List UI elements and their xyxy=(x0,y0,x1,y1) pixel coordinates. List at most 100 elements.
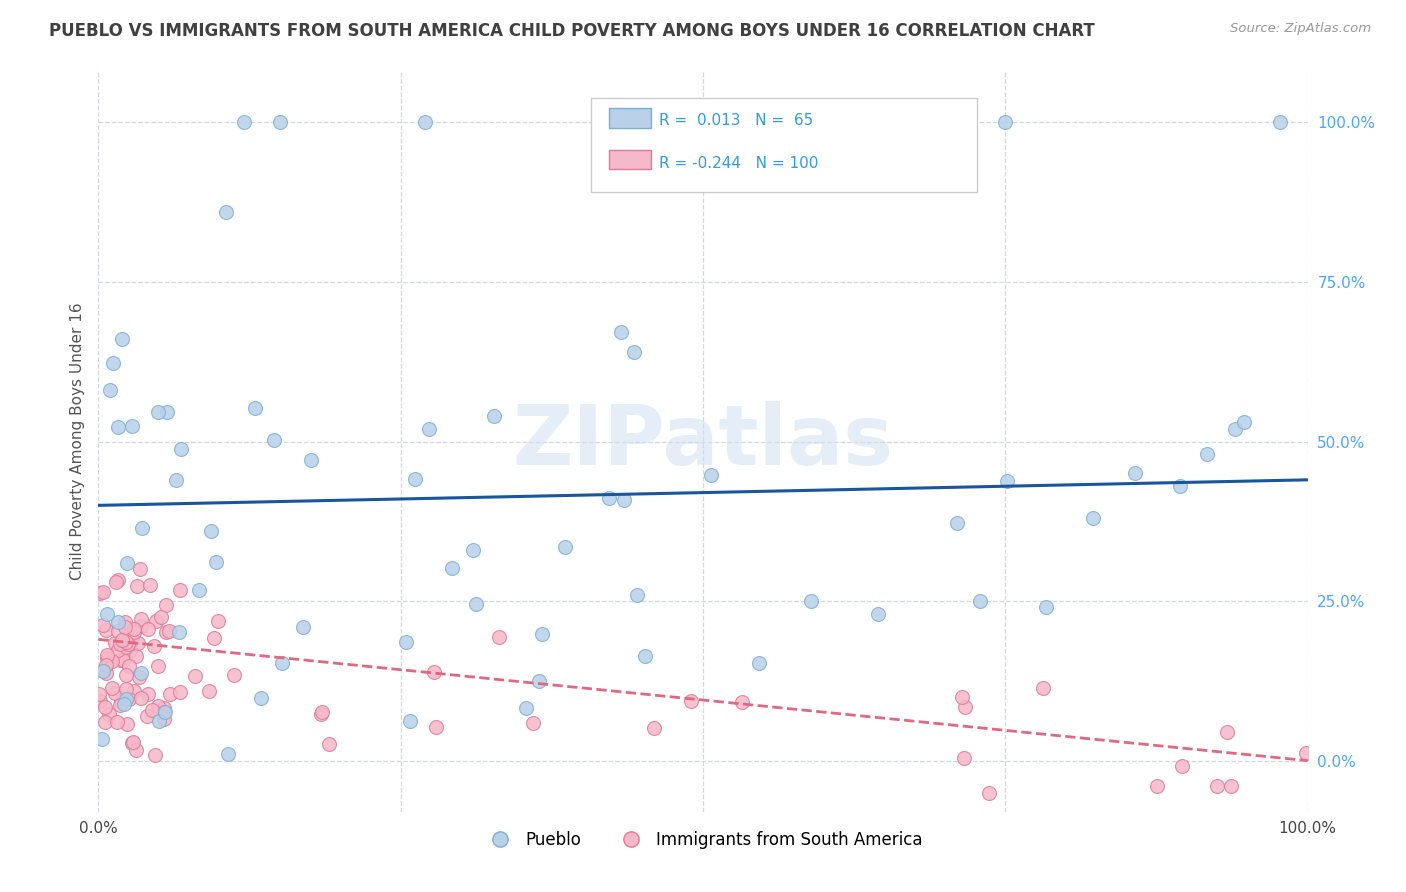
Point xyxy=(146,698,169,713)
Point xyxy=(93,664,115,678)
Point xyxy=(145,614,167,628)
Point xyxy=(311,705,333,719)
Point xyxy=(232,115,254,129)
Point xyxy=(224,667,246,681)
Point xyxy=(107,573,129,587)
Point xyxy=(143,747,166,762)
Point xyxy=(115,640,138,655)
Point xyxy=(404,472,426,486)
Point xyxy=(994,115,1017,129)
Point xyxy=(155,705,177,719)
Point xyxy=(157,624,180,638)
Point xyxy=(146,659,169,673)
Point xyxy=(423,665,446,679)
Point xyxy=(977,786,1000,800)
Point xyxy=(115,681,138,696)
Point xyxy=(129,665,152,680)
Point xyxy=(169,583,191,598)
Point xyxy=(100,654,122,668)
Point xyxy=(148,714,170,729)
Point xyxy=(309,706,332,721)
Point xyxy=(118,659,141,673)
Point xyxy=(613,493,636,508)
Point xyxy=(121,633,143,648)
Point xyxy=(104,574,127,589)
Point xyxy=(138,687,160,701)
Point xyxy=(110,637,132,651)
Point xyxy=(1295,746,1317,760)
Point xyxy=(115,634,138,648)
Point xyxy=(111,653,134,667)
Point xyxy=(752,115,775,129)
Point xyxy=(1035,600,1057,615)
Point xyxy=(110,694,132,708)
Point xyxy=(271,656,294,670)
Point xyxy=(104,686,127,700)
Point xyxy=(93,715,115,730)
Point xyxy=(115,556,138,570)
Point xyxy=(122,625,145,640)
Point xyxy=(128,562,150,576)
Point xyxy=(1197,447,1219,461)
Point xyxy=(482,409,505,423)
Point xyxy=(96,648,118,663)
Point xyxy=(488,630,510,644)
Point xyxy=(395,635,418,649)
Point xyxy=(183,668,205,682)
Point xyxy=(107,419,129,434)
Point xyxy=(125,648,148,663)
Point xyxy=(94,665,117,680)
Point xyxy=(117,637,139,651)
Point xyxy=(299,452,322,467)
Point xyxy=(623,344,645,359)
Point xyxy=(121,736,143,750)
Point xyxy=(1268,115,1291,129)
Point xyxy=(125,742,148,756)
Point xyxy=(90,731,112,746)
Point xyxy=(112,697,135,711)
Point xyxy=(866,607,889,621)
Point xyxy=(152,706,174,720)
Point xyxy=(129,619,152,633)
Point xyxy=(626,588,648,602)
Point xyxy=(291,620,314,634)
Point xyxy=(101,681,124,695)
Point xyxy=(93,700,115,714)
Point xyxy=(128,670,150,684)
Point xyxy=(169,685,191,699)
Point xyxy=(114,615,136,629)
Point xyxy=(136,622,159,636)
Point xyxy=(153,700,176,714)
Point xyxy=(167,625,190,640)
Point xyxy=(413,115,436,129)
Point xyxy=(122,684,145,698)
Point xyxy=(1123,467,1146,481)
Text: R =  0.013   N =  65: R = 0.013 N = 65 xyxy=(659,113,814,128)
Point xyxy=(153,713,176,727)
Point xyxy=(531,627,554,641)
Point xyxy=(131,521,153,535)
Point xyxy=(198,684,221,698)
Point xyxy=(114,620,136,634)
Point xyxy=(155,599,177,613)
Point xyxy=(96,607,118,621)
Point xyxy=(121,419,143,434)
Point xyxy=(425,720,447,734)
Point xyxy=(748,657,770,671)
Point xyxy=(104,636,127,650)
Point xyxy=(465,598,488,612)
Point xyxy=(399,714,422,729)
Point xyxy=(1146,779,1168,793)
Point xyxy=(800,594,823,608)
Point xyxy=(117,692,139,706)
Point xyxy=(515,700,537,714)
Point xyxy=(215,204,238,219)
Point xyxy=(945,516,967,530)
Point xyxy=(142,639,165,653)
Point xyxy=(159,687,181,701)
Point xyxy=(122,735,145,749)
Point xyxy=(115,716,138,731)
Point xyxy=(205,555,228,569)
Point xyxy=(136,709,159,723)
Point xyxy=(87,687,110,701)
